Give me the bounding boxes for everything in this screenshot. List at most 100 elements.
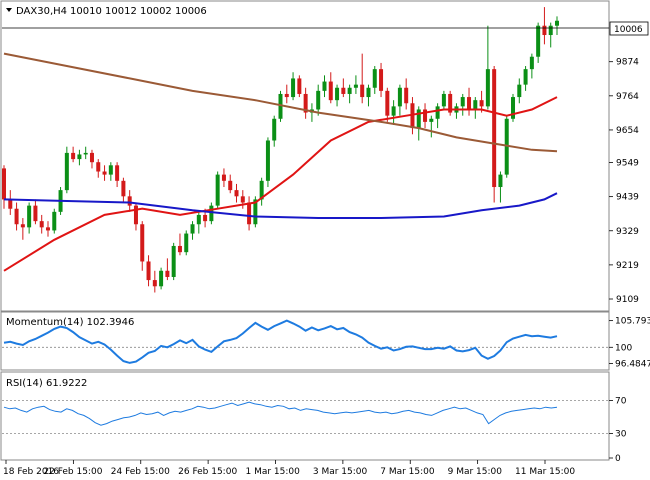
candle-body (259, 180, 264, 200)
moving-average-line (3, 192, 558, 219)
candle-body (272, 118, 277, 141)
candle-body (492, 69, 497, 188)
momentum-tick-label: 96.4847 (615, 359, 650, 369)
rsi-tick-label: 0 (615, 454, 621, 464)
rsi-title: RSI(14) 61.9222 (6, 378, 87, 389)
momentum-pane-frame (0, 311, 610, 371)
candle-body (133, 205, 138, 225)
candle-body (102, 171, 107, 175)
candle-body (435, 106, 440, 119)
candle-body (404, 87, 409, 104)
price-tick-label: 9109 (616, 295, 639, 305)
candle-body (39, 221, 44, 228)
candle-body (108, 165, 113, 175)
candle-body (165, 270, 170, 277)
candle-body (297, 78, 302, 94)
candle-body (140, 224, 145, 262)
candle-body (152, 280, 157, 287)
candle-body (548, 25, 553, 36)
candle-body (228, 180, 233, 191)
candle-body (391, 106, 396, 116)
candle-body (14, 208, 19, 225)
candle-body (467, 97, 472, 110)
candle-body (523, 69, 528, 85)
momentum-line (3, 319, 558, 364)
last-price-label: 10006 (614, 25, 643, 35)
ohlc-values: 10010 10012 10002 10006 (70, 6, 207, 17)
moving-averages (3, 52, 558, 272)
price-tick-label: 9874 (616, 58, 639, 68)
time-tick-label: 11 Mar 15:00 (515, 467, 575, 477)
time-tick-label: 18 Feb 2016 (3, 467, 59, 477)
time-tick-label: 24 Feb 15:00 (111, 467, 170, 477)
candle-body (2, 168, 6, 200)
moving-average-line (3, 52, 558, 153)
candle-body (416, 109, 421, 129)
candle-body (159, 270, 164, 287)
candle-body (423, 109, 428, 122)
candle-body (171, 245, 176, 277)
collapse-triangle-icon (6, 8, 12, 12)
candle-body (291, 78, 296, 98)
momentum-tick-label: 100 (615, 343, 632, 353)
candle-body (366, 87, 371, 98)
price-tick-label: 9439 (616, 193, 639, 203)
candle-body (215, 174, 220, 206)
price-tick-label: 9219 (616, 261, 639, 271)
candle-body (278, 93, 283, 119)
candle-body (360, 84, 365, 98)
candle-body (498, 174, 503, 188)
candle-body (146, 261, 151, 281)
candle-body (83, 152, 88, 155)
candle-body (536, 25, 541, 57)
candle-body (504, 118, 509, 175)
candle-body (115, 165, 120, 181)
rsi-pane-frame (0, 371, 610, 461)
time-tick-label: 22 Feb 15:00 (43, 467, 102, 477)
candle-body (511, 97, 516, 119)
candle-body (203, 214, 208, 222)
price-tick-label: 9764 (616, 92, 639, 102)
candle-body (460, 97, 465, 107)
candle-body (52, 211, 57, 231)
candle-body (234, 190, 239, 197)
candle-body (555, 20, 559, 26)
candle-body (196, 214, 201, 225)
candle-body (8, 199, 13, 209)
candle-body (353, 84, 358, 88)
candle-body (77, 154, 82, 160)
time-tick-label: 1 Mar 15:00 (246, 467, 301, 477)
price-tick-label: 9329 (616, 227, 639, 237)
candle-body (240, 196, 245, 203)
candle-body (33, 205, 38, 222)
candle-body (253, 199, 258, 225)
candle-body (64, 152, 69, 191)
momentum-tick-label: 105.7932 (615, 317, 650, 327)
candle-body (265, 140, 270, 181)
candle-body (221, 174, 226, 181)
candle-body (284, 93, 289, 98)
candle-body (379, 69, 384, 91)
price-axis: 9874 9764 9654 9549 9439 9329 9219 9109 (609, 58, 639, 305)
candle-body (473, 100, 478, 110)
rsi-series (3, 401, 558, 426)
rsi-tick-label: 70 (615, 397, 627, 407)
rsi-tick-label: 30 (615, 429, 627, 439)
candle-body (328, 81, 333, 101)
candle-body (347, 87, 352, 94)
price-tick-label: 9549 (616, 159, 639, 169)
candle-body (96, 162, 101, 172)
candle-body (542, 25, 547, 36)
momentum-axis: 105.7932 100 96.4847 (2, 317, 650, 369)
time-tick-label: 3 Mar 15:00 (313, 467, 368, 477)
candle-body (303, 93, 308, 113)
candle-body (184, 233, 189, 253)
momentum-title: Momentum(14) 102.3946 (6, 317, 134, 328)
candle-body (529, 56, 534, 70)
moving-average-line (3, 96, 558, 272)
price-title: DAX30,H4 10010 10012 10002 10006 (6, 6, 207, 17)
time-tick-label: 9 Mar 15:00 (448, 467, 503, 477)
candle-body (479, 100, 484, 107)
candle-body (45, 227, 50, 231)
